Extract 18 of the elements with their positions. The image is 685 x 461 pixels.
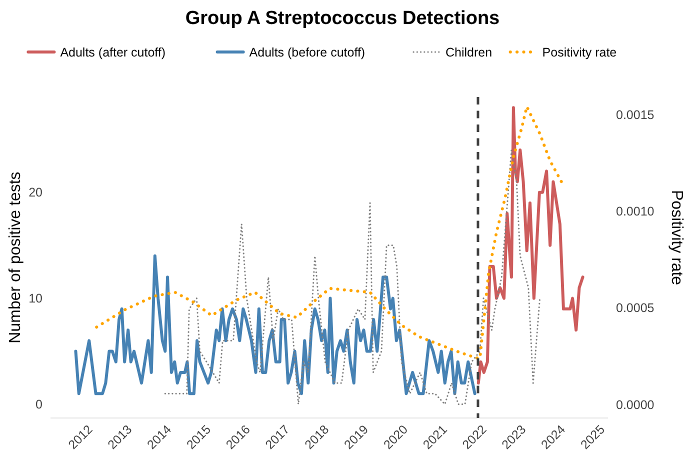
y-tick-label: 20 [28, 186, 43, 200]
y-tick-label: 0 [36, 398, 43, 412]
y2-tick-label: 0.0005 [616, 301, 654, 316]
y2-axis-title: Positivity rate [668, 190, 685, 286]
y-tick-label: 10 [28, 292, 43, 306]
y2-tick-label: 0.0010 [616, 204, 654, 218]
y2-tick-label: 0.0000 [616, 398, 654, 412]
legend-label: Adults (after cutoff) [60, 45, 166, 60]
chart-title: Group A Streptococcus Detections [185, 8, 500, 29]
legend-label: Positivity rate [542, 45, 617, 60]
line-series [476, 106, 584, 385]
line-series [95, 105, 564, 360]
y2-tick-label: 0.0015 [616, 108, 654, 122]
line-series [74, 254, 476, 396]
line-series [164, 149, 541, 406]
legend-label: Children [446, 45, 492, 60]
y-axis-title: Number of positive tests [7, 172, 24, 344]
legend-label: Adults (before cutoff) [249, 45, 366, 60]
